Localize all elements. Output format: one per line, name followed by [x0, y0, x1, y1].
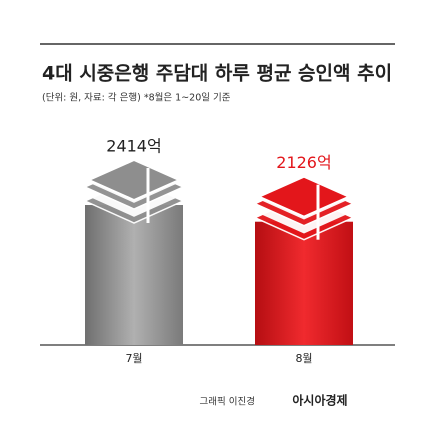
value-label: 2414억 [106, 137, 161, 156]
bar [85, 205, 183, 345]
bar [255, 221, 353, 345]
credit: 그래픽 이진경 [200, 396, 255, 408]
value-label: 2126억 [276, 153, 331, 172]
brand: 아시아경제 [292, 393, 347, 408]
x-tick-label: 8월 [295, 352, 312, 365]
chart-title: 4대 시중은행 주담대 하루 평균 승인액 추이 [42, 63, 392, 85]
stack-top [86, 158, 182, 202]
x-tick-label: 7월 [125, 352, 142, 365]
stack-top [256, 175, 352, 218]
chart-subtitle: (단위: 원, 자료: 각 은행) *8월은 1~20일 기준 [42, 92, 231, 104]
